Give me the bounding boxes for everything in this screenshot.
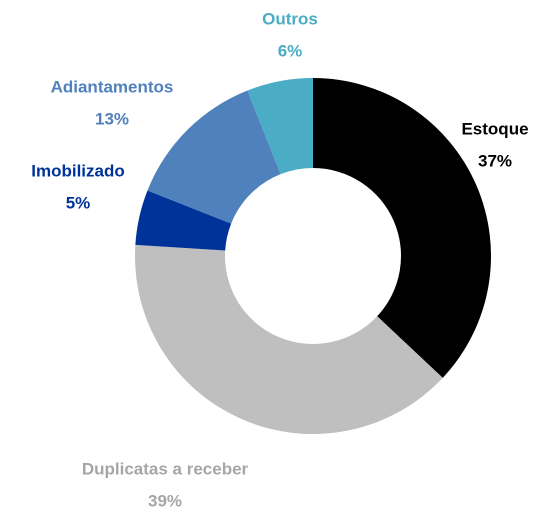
category-label: Imobilizado [31, 161, 125, 180]
category-label: Estoque [461, 119, 528, 138]
donut-slice [147, 90, 281, 224]
value-label: 13% [95, 109, 129, 128]
value-label: 39% [148, 491, 182, 510]
donut-slice [247, 78, 313, 175]
category-label: Outros [262, 9, 318, 28]
donut-slice [313, 78, 491, 378]
donut-slice [135, 244, 443, 434]
donut-slice [135, 190, 232, 251]
category-label: Duplicatas a receber [82, 459, 249, 478]
value-label: 6% [278, 41, 303, 60]
category-label: Adiantamentos [51, 77, 174, 96]
value-label: 37% [478, 151, 512, 170]
value-label: 5% [66, 193, 91, 212]
